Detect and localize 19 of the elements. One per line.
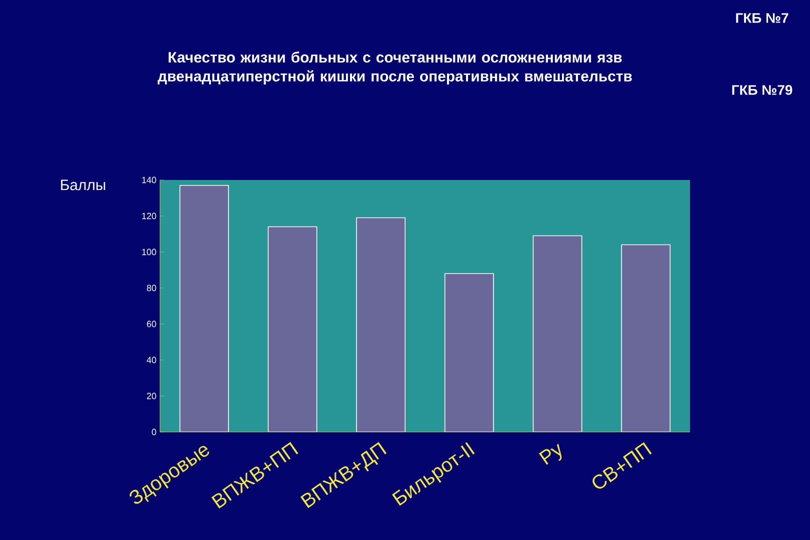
bar xyxy=(268,226,318,432)
bar xyxy=(444,273,494,432)
bar xyxy=(356,217,406,432)
bar xyxy=(179,184,229,432)
bar xyxy=(532,235,582,432)
y-tick-label: 20 xyxy=(146,392,156,400)
chart-title: Качество жизни больных с сочетанными осложнениями язв двенадцатиперстной кишки после оперативных вмешательств xyxy=(158,52,632,84)
text: ГКБ №7 xyxy=(736,13,788,23)
x-tick-label: Ру xyxy=(538,444,562,465)
text: ГКБ №79 xyxy=(732,85,792,95)
y-tick-label: 120 xyxy=(142,212,156,220)
bar xyxy=(621,244,671,432)
y-tick-label: 40 xyxy=(146,356,156,364)
y-tick-label: 140 xyxy=(142,176,156,184)
y-tick-label: 80 xyxy=(146,284,156,292)
y-tick-label: 0 xyxy=(152,428,156,436)
y-tick-label: 60 xyxy=(146,320,156,328)
y-tick-label: 100 xyxy=(142,248,156,256)
y-axis-title: Баллы xyxy=(61,180,106,190)
